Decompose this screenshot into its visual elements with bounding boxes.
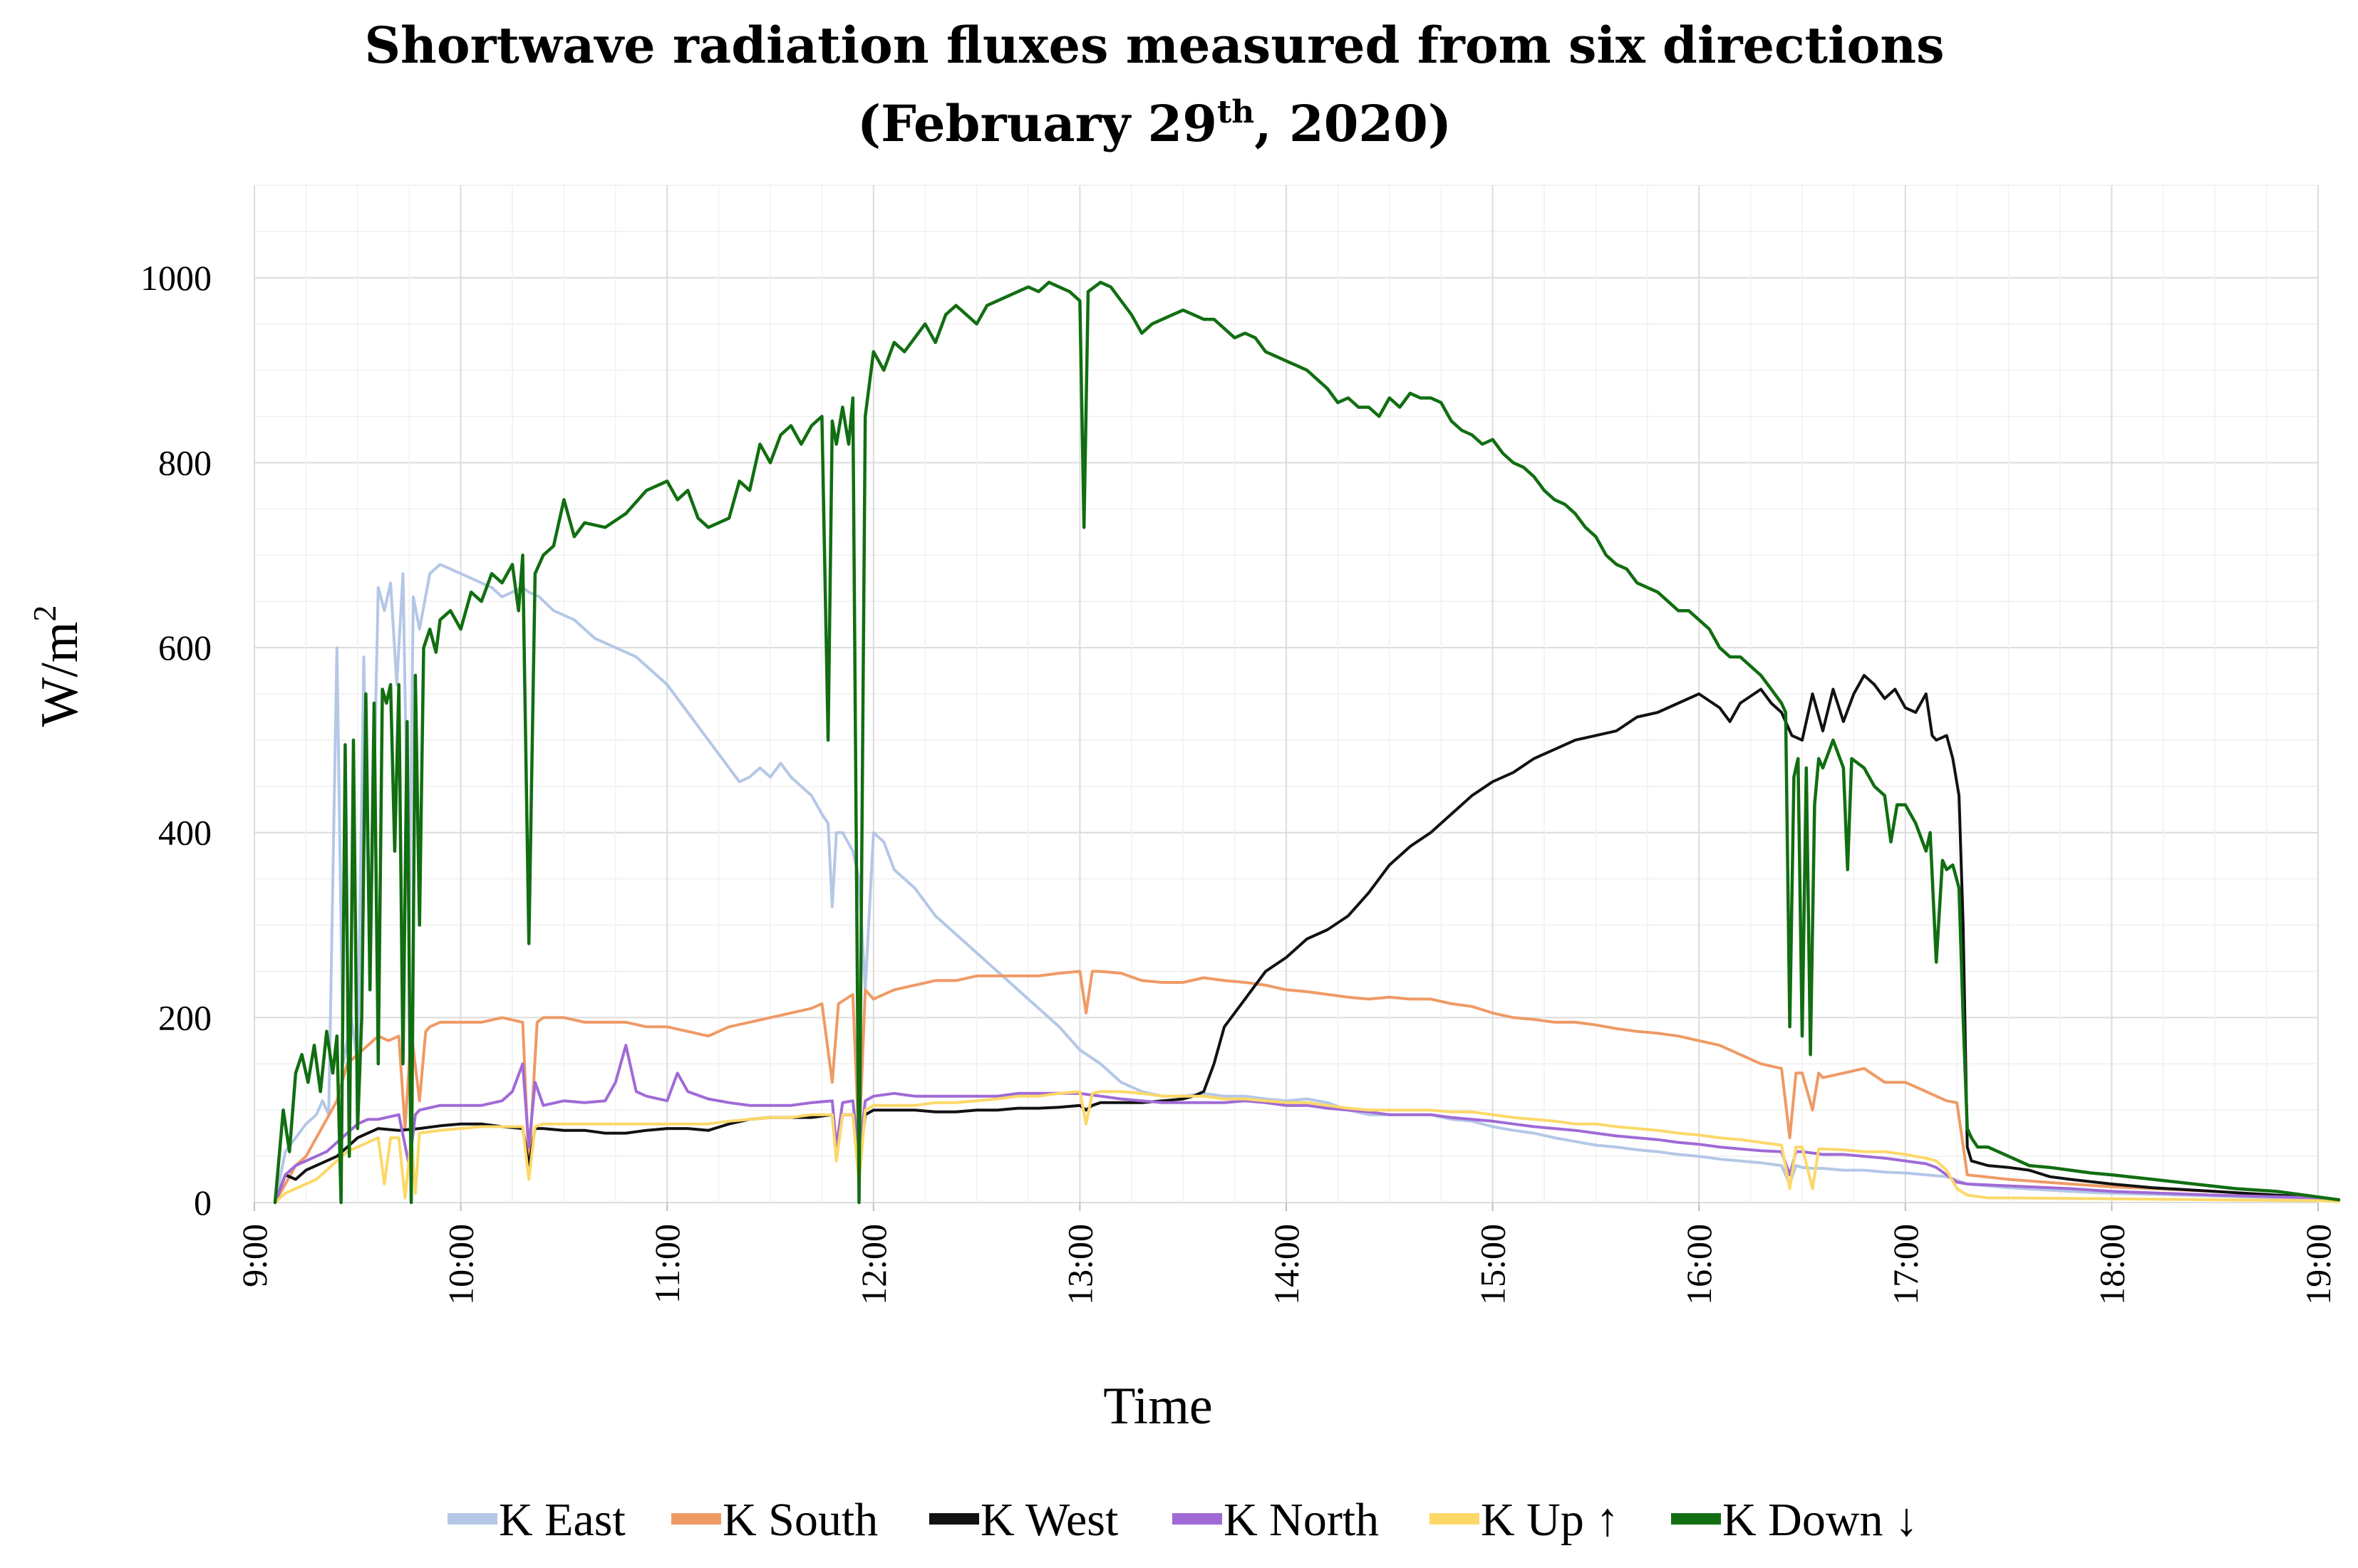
y-tick-label: 0 [194, 1183, 212, 1222]
subtitle-suffix: , 2020) [1254, 94, 1452, 153]
legend-label: K Down ↓ [1722, 1494, 1918, 1546]
x-tick-label: 19:00 [2298, 1224, 2338, 1305]
series-line-south [274, 970, 2340, 1204]
x-tick-label: 16:00 [1679, 1224, 1719, 1305]
x-tick-label: 11:00 [647, 1224, 687, 1304]
y-tick-label: 800 [158, 442, 212, 482]
series-line-down [273, 281, 2341, 1205]
x-tick-label: 18:00 [2091, 1224, 2131, 1305]
y-tick-label: 200 [158, 997, 212, 1037]
x-tick-label: 15:00 [1473, 1224, 1513, 1305]
x-axis-title: Time [1103, 1377, 1213, 1435]
series-lines [273, 281, 2341, 1205]
legend: K East K South K West K North K Up ↑ K Down ↓ [448, 1494, 1918, 1546]
legend-label: K South [723, 1494, 878, 1546]
x-tick-label: 10:00 [441, 1224, 481, 1305]
y-tick-label: 1000 [140, 258, 212, 298]
series-line-up [274, 1090, 2340, 1204]
y-tick-label: 400 [158, 813, 212, 853]
y-axis-title-superscript: 2 [26, 606, 63, 622]
chart-subtitle: (February 29th, 2020) [857, 94, 1452, 153]
series-line-east [274, 563, 2340, 1204]
y-tick-label: 600 [158, 628, 212, 668]
x-tick-label: 14:00 [1266, 1224, 1306, 1305]
x-tick-label: 13:00 [1060, 1224, 1100, 1305]
y-axis-ticks: 0 200 400 600 800 1000 [140, 258, 212, 1222]
series-line-west [274, 674, 2340, 1204]
x-tick-label: 12:00 [854, 1224, 894, 1305]
legend-label: K North [1224, 1494, 1379, 1546]
x-tick-label: 9:00 [234, 1224, 274, 1287]
gridlines [254, 185, 2319, 1203]
x-axis-ticks: 9:00 10:00 11:00 12:00 13:00 14:00 15:00 16:00 1… [234, 1203, 2338, 1305]
x-tick-label: 17:00 [1886, 1224, 1925, 1305]
y-axis-title: W/m2 [26, 606, 89, 727]
subtitle-superscript: th [1217, 94, 1254, 130]
legend-label: K Up ↑ [1481, 1494, 1619, 1546]
legend-label: K West [981, 1494, 1118, 1546]
subtitle-prefix: (February 29 [857, 94, 1217, 153]
chart-title: Shortwave radiation fluxes measured from… [364, 16, 1944, 75]
y-axis-title-base: W/m [31, 622, 89, 727]
legend-label: K East [499, 1494, 626, 1546]
